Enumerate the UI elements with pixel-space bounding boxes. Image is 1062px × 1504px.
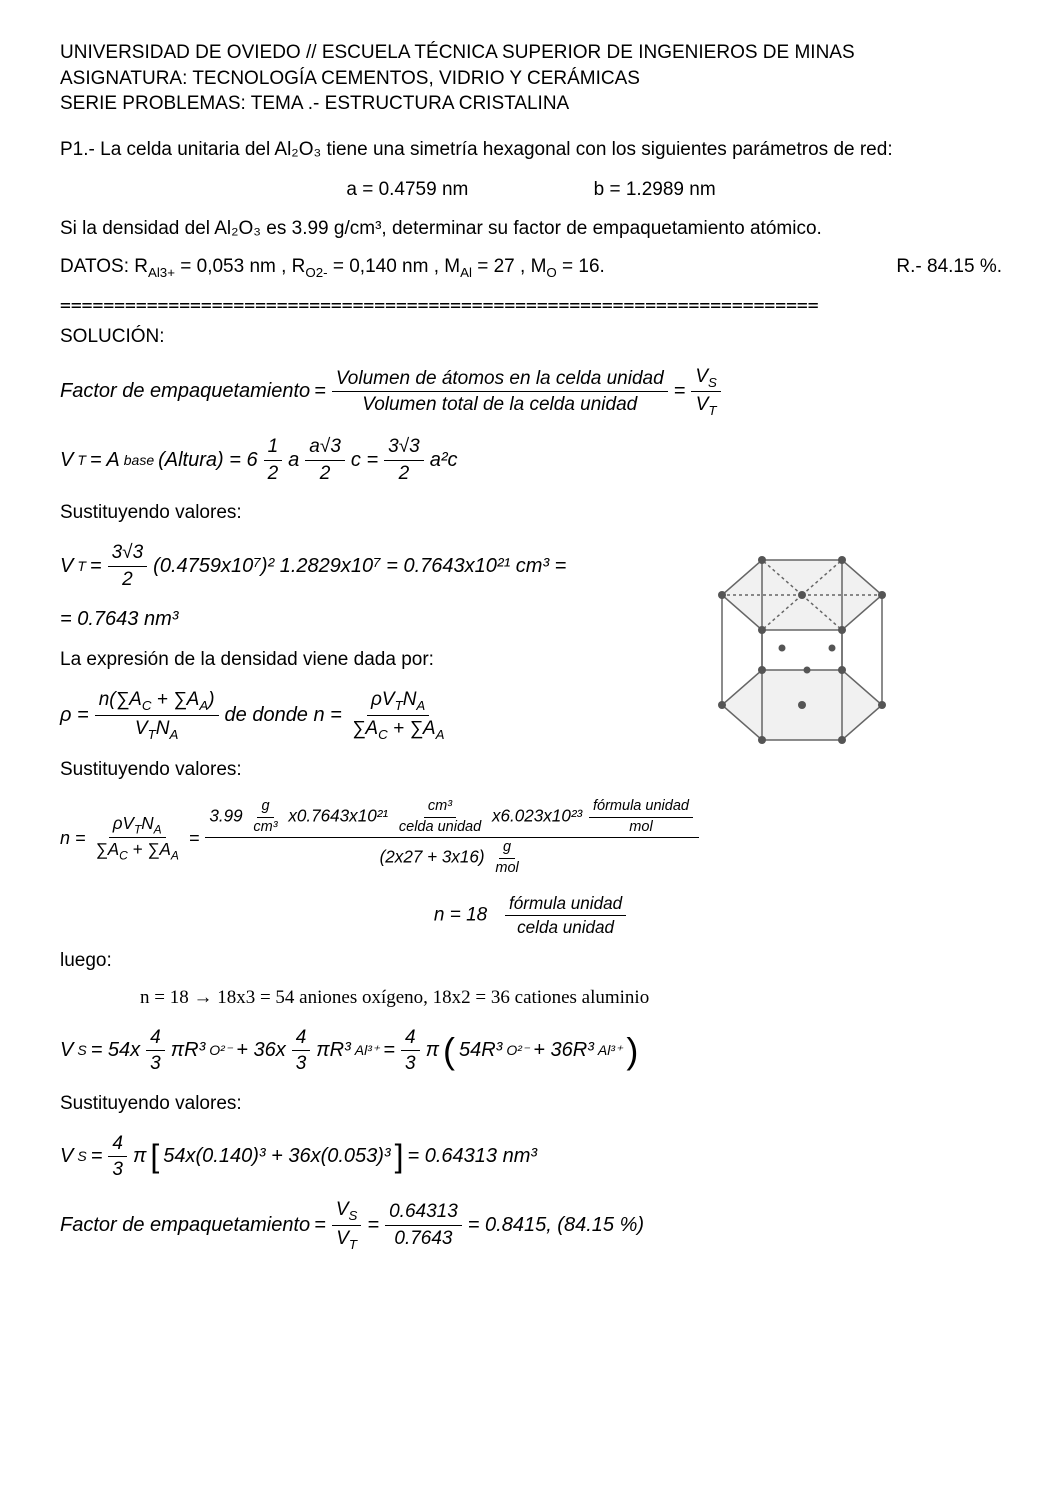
problem-statement: P1.- La celda unitaria del Al₂O₃ tiene u… — [60, 137, 1002, 163]
header-line-3: SERIE PROBLEMAS: TEMA .- ESTRUCTURA CRIS… — [60, 91, 1002, 117]
solucion-label: SOLUCIÓN: — [60, 324, 1002, 350]
n18-line: n = 18 → 18x3 = 54 aniones oxígeno, 18x2… — [60, 985, 1002, 1011]
sust2: Sustituyendo valores: — [60, 757, 1002, 783]
final-factor: Factor de empaquetamiento = VS VT = 0.64… — [60, 1197, 1002, 1253]
sust3: Sustituyendo valores: — [60, 1091, 1002, 1117]
factor-definition: Factor de empaquetamiento = Volumen de á… — [60, 364, 1002, 420]
vs-formula: VS = 54x 43 πR³O²⁻ + 36x 43 πR³Al³⁺ = 43… — [60, 1025, 1002, 1077]
luego: luego: — [60, 948, 1002, 974]
vs-calc: VS = 43 π [ 54x(0.140)³ + 36x(0.053)³ ] … — [60, 1131, 1002, 1183]
param-b: b = 1.2989 nm — [594, 179, 716, 200]
header-line-1: UNIVERSIDAD DE OVIEDO // ESCUELA TÉCNICA… — [60, 40, 1002, 66]
p1-text: P1.- La celda unitaria del Al₂O₃ tiene u… — [60, 137, 1002, 163]
n-calc: n = ρVTNA ∑AC + ∑AA = 3.99 gcm³ x0.7643x… — [60, 797, 1002, 878]
header-line-2: ASIGNATURA: TECNOLOGÍA CEMENTOS, VIDRIO … — [60, 66, 1002, 92]
param-a: a = 0.4759 nm — [346, 179, 468, 200]
divider: ========================================… — [60, 294, 1002, 318]
n-result: n = 18 fórmula unidadcelda unidad — [60, 892, 1002, 939]
parameters: a = 0.4759 nm b = 1.2989 nm — [60, 177, 1002, 203]
document-header: UNIVERSIDAD DE OVIEDO // ESCUELA TÉCNICA… — [60, 40, 1002, 117]
hexagonal-cell-diagram — [682, 520, 942, 760]
answer: R.- 84.15 %. — [896, 254, 1002, 280]
datos-line: DATOS: RAl3+ = 0,053 nm , RO2- = 0,140 n… — [60, 254, 1002, 282]
vt-formula: VT = Abase (Altura) = 6 12 a a√32 c = 3√… — [60, 434, 1002, 486]
density-line: Si la densidad del Al₂O₃ es 3.99 g/cm³, … — [60, 216, 1002, 242]
